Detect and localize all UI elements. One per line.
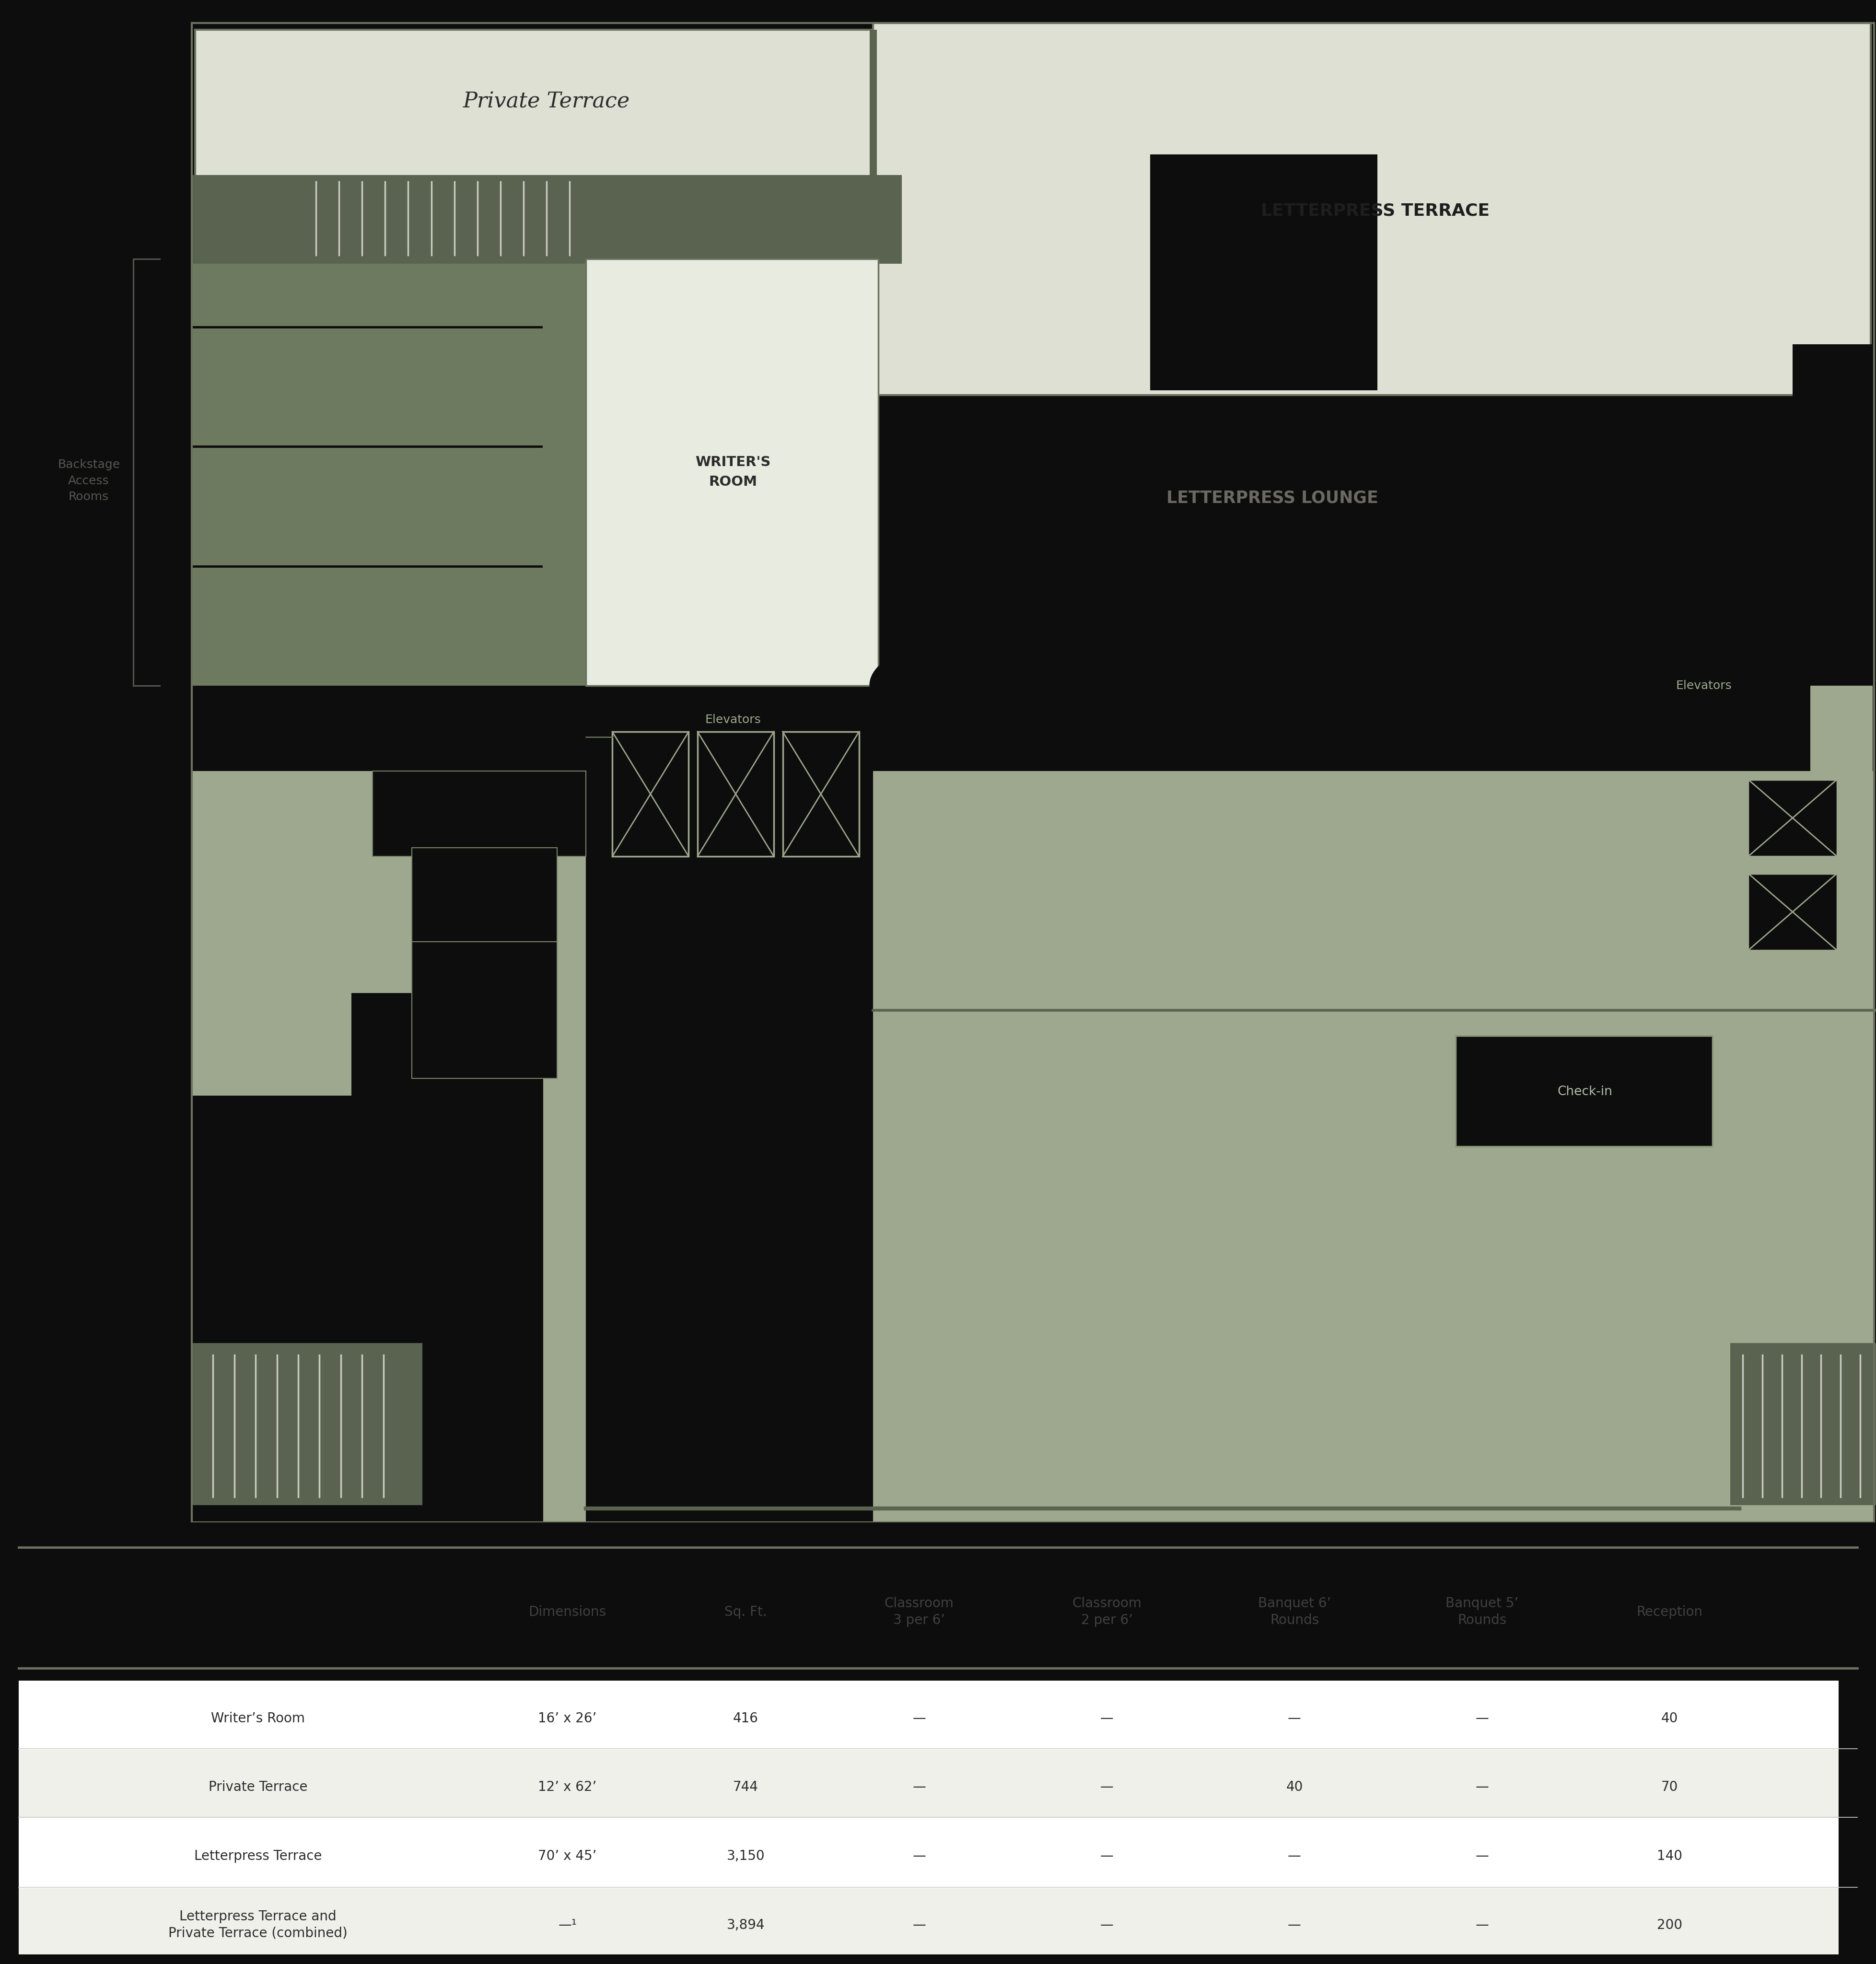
Text: 3,894: 3,894 xyxy=(726,1919,765,1933)
Bar xyxy=(1456,1035,1713,1147)
Bar xyxy=(191,175,902,263)
Text: LETTERPRESS TERRACE: LETTERPRESS TERRACE xyxy=(1261,202,1490,220)
Text: 416: 416 xyxy=(734,1711,758,1724)
Bar xyxy=(698,733,773,856)
Bar xyxy=(533,259,589,685)
Text: —: — xyxy=(1099,1919,1114,1933)
Text: Elevators: Elevators xyxy=(1675,680,1732,691)
Bar xyxy=(191,1343,422,1504)
Text: 40: 40 xyxy=(1660,1711,1679,1724)
Bar xyxy=(19,1819,1838,1891)
Bar xyxy=(1793,344,1872,685)
Text: —: — xyxy=(1287,1711,1302,1724)
Bar xyxy=(191,968,351,1096)
Text: 744: 744 xyxy=(734,1781,758,1793)
Bar xyxy=(585,259,878,685)
Bar xyxy=(870,685,972,772)
Text: LETTERPRESS LOUNGE: LETTERPRESS LOUNGE xyxy=(1167,489,1379,507)
Text: Letterpress Terrace: Letterpress Terrace xyxy=(193,1850,323,1862)
Polygon shape xyxy=(870,652,972,685)
Text: Reception: Reception xyxy=(1636,1605,1703,1618)
Bar xyxy=(1150,155,1377,391)
Bar xyxy=(19,1681,1838,1754)
Text: 140: 140 xyxy=(1657,1850,1683,1862)
Text: 40: 40 xyxy=(1285,1781,1304,1793)
Text: Banquet 6’
Rounds: Banquet 6’ Rounds xyxy=(1259,1597,1330,1626)
Bar xyxy=(612,733,688,856)
Bar xyxy=(585,685,872,1522)
Text: Dimensions: Dimensions xyxy=(529,1605,606,1618)
Bar xyxy=(872,772,1870,1522)
Bar xyxy=(782,733,859,856)
Text: —¹: —¹ xyxy=(559,1919,576,1933)
Text: —: — xyxy=(1475,1711,1490,1724)
Bar xyxy=(191,772,422,994)
Bar xyxy=(411,943,557,1078)
Text: —: — xyxy=(1287,1850,1302,1862)
Text: Letterpress Terrace and
Private Terrace (combined): Letterpress Terrace and Private Terrace … xyxy=(169,1909,347,1940)
Text: Writer’s Room: Writer’s Room xyxy=(210,1711,306,1724)
Text: —: — xyxy=(1475,1850,1490,1862)
Bar xyxy=(195,29,899,181)
Text: Check-in: Check-in xyxy=(1557,1086,1613,1098)
Text: —: — xyxy=(912,1919,927,1933)
Bar xyxy=(19,1887,1838,1960)
Bar xyxy=(191,772,542,1522)
Text: —: — xyxy=(1475,1781,1490,1793)
Bar xyxy=(872,24,1870,395)
Text: WRITER'S
ROOM: WRITER'S ROOM xyxy=(696,456,771,489)
Text: 70: 70 xyxy=(1660,1781,1679,1793)
Text: —: — xyxy=(1099,1850,1114,1862)
Text: Banquet 5’
Rounds: Banquet 5’ Rounds xyxy=(1446,1597,1518,1626)
Bar xyxy=(373,772,585,856)
Text: 200: 200 xyxy=(1657,1919,1683,1933)
Text: —: — xyxy=(1287,1919,1302,1933)
Text: —: — xyxy=(1099,1711,1114,1724)
Bar xyxy=(1748,874,1837,951)
Bar xyxy=(191,24,1874,1522)
Text: Sq. Ft.: Sq. Ft. xyxy=(724,1605,767,1618)
Bar xyxy=(191,24,1874,1522)
Text: Private Terrace: Private Terrace xyxy=(463,90,630,112)
Bar xyxy=(1793,344,1872,685)
Bar xyxy=(1810,685,1872,772)
Text: Classroom
3 per 6’: Classroom 3 per 6’ xyxy=(884,1597,955,1626)
Bar xyxy=(191,259,540,685)
Bar xyxy=(191,253,902,263)
Text: Elevators: Elevators xyxy=(705,715,762,725)
Bar xyxy=(411,848,557,943)
Text: 12’ x 62’: 12’ x 62’ xyxy=(538,1781,597,1793)
Bar xyxy=(1730,1343,1876,1504)
Text: 16’ x 26’: 16’ x 26’ xyxy=(538,1711,597,1724)
Text: —: — xyxy=(1475,1919,1490,1933)
Text: Backstage
Access
Rooms: Backstage Access Rooms xyxy=(58,460,120,503)
Text: 3,150: 3,150 xyxy=(726,1850,765,1862)
Text: —: — xyxy=(912,1850,927,1862)
Text: Private Terrace: Private Terrace xyxy=(208,1781,308,1793)
Bar xyxy=(19,1750,1838,1823)
Text: —: — xyxy=(1099,1781,1114,1793)
Bar xyxy=(870,29,876,181)
Text: —: — xyxy=(912,1781,927,1793)
Bar xyxy=(191,772,1874,1522)
Text: Classroom
2 per 6’: Classroom 2 per 6’ xyxy=(1071,1597,1142,1626)
Bar xyxy=(1748,780,1837,856)
Text: 70’ x 45’: 70’ x 45’ xyxy=(538,1850,597,1862)
Text: —: — xyxy=(912,1711,927,1724)
